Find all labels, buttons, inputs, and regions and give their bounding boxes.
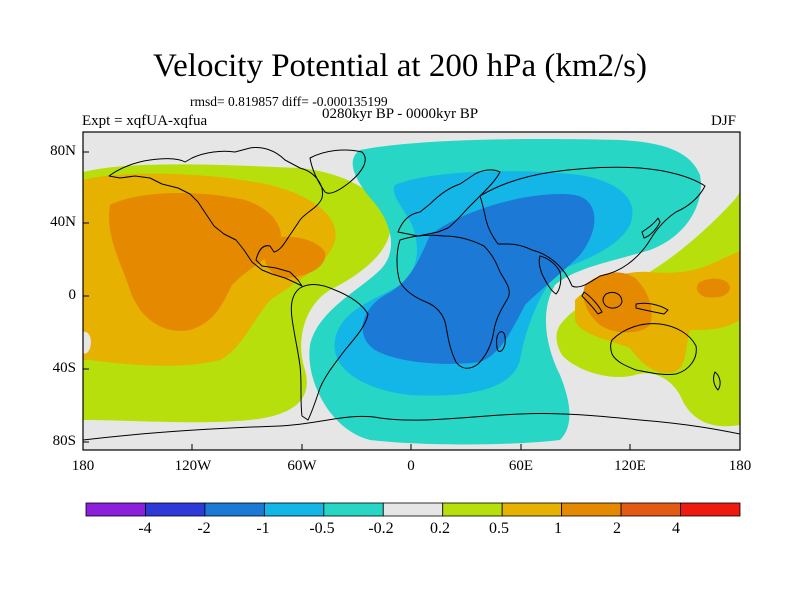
period-subtitle: 0280kyr BP - 0000kyr BP [322, 106, 479, 122]
coast-borneo [602, 291, 623, 309]
colorbar-swatch [204, 502, 265, 517]
x-label-180e: 180 [728, 458, 752, 474]
coast-india [538, 255, 562, 295]
colorbar-label: 0.2 [430, 520, 450, 537]
colorbar-swatch [323, 502, 384, 517]
colorbar-label: -0.2 [368, 520, 394, 537]
strong-positive-caribbean [263, 236, 326, 278]
x-label-180w: 180 [71, 458, 95, 474]
coast-asia [479, 166, 706, 288]
coast-new-guinea [635, 302, 669, 315]
y-label-80s: 80S [52, 433, 76, 449]
colorbar-swatch [442, 502, 503, 517]
season-label: DJF [711, 113, 737, 129]
x-label-60e: 60E [508, 458, 534, 474]
colorbar-label: -4 [138, 520, 152, 537]
coast-australia [610, 323, 697, 375]
colorbar-swatch [620, 502, 681, 517]
colorbar-label: 2 [613, 520, 621, 537]
coast-madagascar [496, 331, 506, 352]
stats-label: rmsd= 0.819857 diff= -0.000135199 [190, 94, 388, 109]
colorbar-swatch [680, 502, 741, 517]
coast-new-zealand [713, 371, 721, 391]
colorbar-label: 1 [554, 520, 562, 537]
colorbar-swatch [382, 502, 444, 517]
x-label-60w: 60W [287, 458, 317, 474]
x-label-0: 0 [407, 458, 415, 474]
coast-africa [396, 234, 510, 369]
coast-japan [641, 217, 661, 239]
coast-sumatra [581, 291, 603, 315]
colorbar-label: 4 [672, 520, 680, 537]
colorbar-label: 0.5 [489, 520, 509, 537]
coast-greenland [309, 149, 366, 194]
experiment-label: Expt = xqfUA-xqfua [82, 113, 208, 129]
colorbar [85, 502, 741, 517]
colorbar-swatch [85, 502, 146, 517]
colorbar-label: -2 [197, 520, 211, 537]
y-label-equator: 0 [68, 287, 77, 303]
strong-positive-indonesia [583, 272, 652, 333]
strong-negative-africa [362, 194, 595, 364]
map-title: Velocity Potential at 200 hPa (km2/s) [152, 48, 648, 84]
neutral-patch-west-edge [83, 331, 91, 354]
axis-ticks [82, 151, 741, 450]
colorbar-swatch [263, 502, 325, 517]
colorbar-swatch [561, 502, 622, 517]
strong-positive-central-pacific [696, 278, 730, 298]
colorbar-label: -1 [256, 520, 270, 537]
strong-positive-pacific [109, 193, 282, 331]
colorbar-swatch [501, 502, 563, 517]
coast-north-america [108, 147, 324, 287]
x-label-120e: 120E [614, 458, 646, 474]
y-label-40n: 40N [50, 214, 76, 230]
coast-south-america [290, 283, 369, 421]
coastlines [83, 147, 740, 441]
contour-fields [83, 139, 740, 445]
coast-europe [397, 169, 501, 237]
y-label-40s: 40S [52, 360, 76, 376]
colorbar-swatch [145, 502, 206, 517]
y-label-80n: 80N [50, 143, 76, 159]
coast-antarctica [83, 412, 740, 441]
colorbar-label: -0.5 [309, 520, 335, 537]
x-label-120w: 120W [174, 458, 212, 474]
